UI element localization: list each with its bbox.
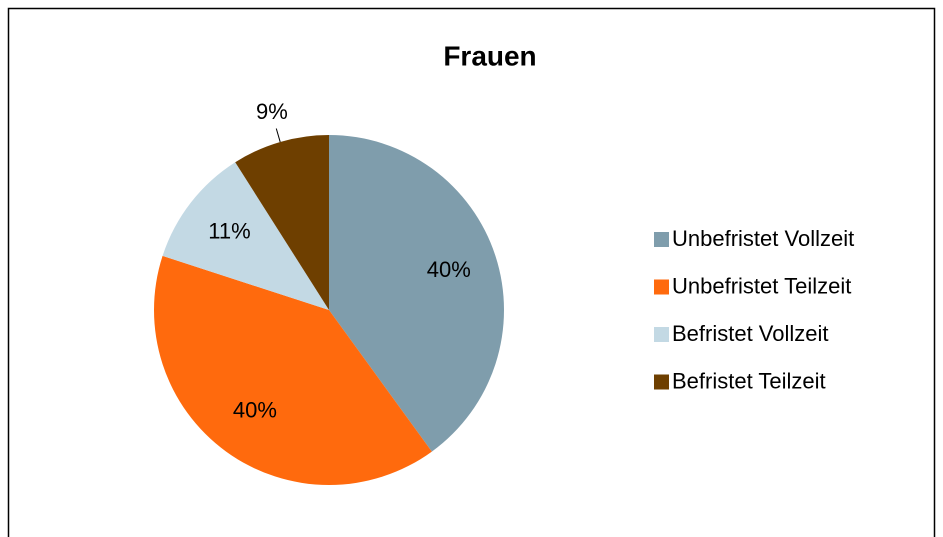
- legend-swatch: [654, 279, 669, 295]
- leader-line: [275, 128, 281, 143]
- pie-slice: [162, 162, 329, 310]
- legend-swatch: [654, 327, 669, 342]
- data-label: 40%: [233, 398, 277, 423]
- pie-slice: [235, 135, 329, 310]
- legend-label: Befristet Teilzeit: [672, 368, 826, 393]
- legend-label: Unbefristet Teilzeit: [672, 273, 851, 298]
- chart-title: Frauen: [443, 40, 536, 71]
- data-label: 9%: [256, 99, 288, 124]
- legend-label: Unbefristet Vollzeit: [672, 226, 854, 251]
- pie-slice: [329, 135, 505, 452]
- legend-label: Befristet Vollzeit: [672, 321, 829, 346]
- data-label: 40%: [427, 257, 471, 282]
- pie-slice: [153, 255, 432, 485]
- data-label: 11%: [208, 219, 250, 244]
- legend-swatch: [654, 374, 669, 390]
- legend-swatch: [654, 232, 669, 247]
